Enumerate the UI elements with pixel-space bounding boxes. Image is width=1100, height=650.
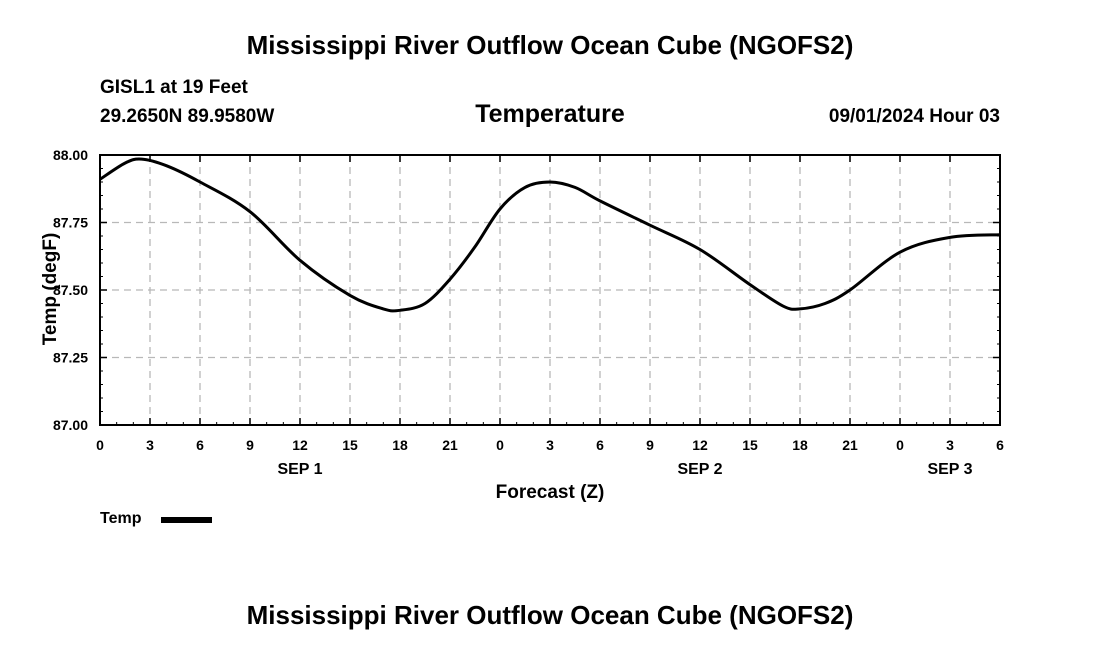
x-axis-label: Forecast (Z) [495,482,605,503]
y-tick-label: 87.25 [53,350,88,366]
grid-lines [100,154,1000,426]
date-label: SEP 1 [277,461,322,478]
x-tick-label: 15 [742,437,758,453]
page-title: Mississippi River Outflow Ocean Cube (NG… [246,30,854,60]
station-coordinates: 29.2650N 89.9580W [100,106,275,127]
x-tick-label: 3 [146,437,154,453]
legend-label: Temp [100,510,142,527]
forecast-datetime: 09/01/2024 Hour 03 [828,106,1000,127]
legend-swatch [161,517,212,523]
x-tick-label: 6 [196,437,204,453]
x-tick-label: 18 [392,437,408,453]
x-tick-label: 3 [546,437,554,453]
x-tick-label: 21 [442,437,458,453]
chart-subtitle: Temperature [475,100,625,128]
y-tick-label: 87.00 [53,417,88,433]
station-label: GISL1 at 19 Feet [100,77,248,98]
x-tick-label: 0 [96,437,104,453]
axis-ticks [99,154,1001,426]
x-tick-label: 6 [996,437,1004,453]
date-label: SEP 3 [927,461,972,478]
y-tick-label: 87.75 [53,215,88,231]
x-tick-label: 21 [842,437,858,453]
x-tick-label: 6 [596,437,604,453]
x-tick-label: 15 [342,437,358,453]
series-line-temp [99,157,1001,313]
y-tick-label: 88.00 [53,147,88,163]
axis-tick-labels: 0 3 6 9 12 15 18 21 0 3 6 9 12 15 18 21 0 3 6 87.00 87.25 87.… [53,147,1004,478]
x-tick-label: 9 [646,437,654,453]
x-tick-label: 12 [692,437,708,453]
x-tick-label: 18 [792,437,808,453]
y-tick-label: 87.50 [53,282,88,298]
x-tick-label: 12 [292,437,308,453]
footer-title: Mississippi River Outflow Ocean Cube (NG… [246,600,854,630]
date-label: SEP 2 [677,461,722,478]
x-tick-label: 3 [946,437,954,453]
x-tick-label: 9 [246,437,254,453]
x-tick-label: 0 [496,437,504,453]
x-tick-label: 0 [896,437,904,453]
